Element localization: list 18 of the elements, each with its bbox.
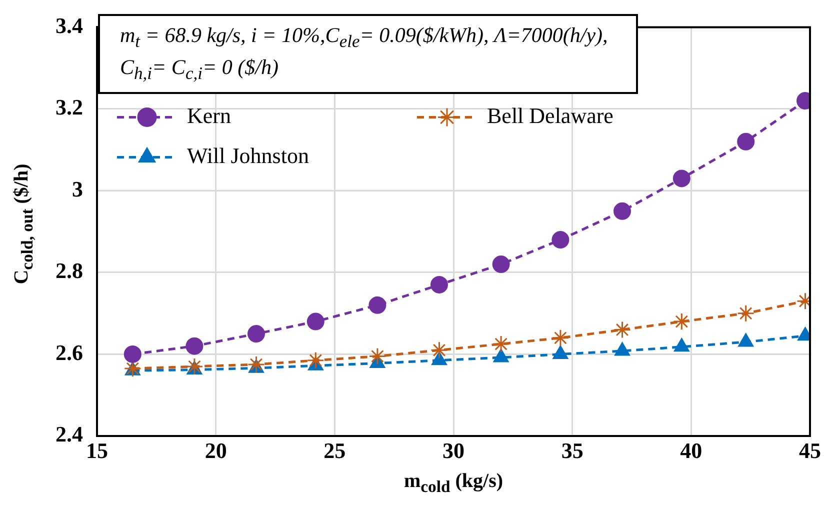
x-tick-label: 15 [86, 438, 108, 463]
x-tick-label: 40 [680, 438, 702, 463]
y-tick-label: 2.6 [56, 340, 83, 365]
x-axis-title: m$_{cold}$ (kg/s) [402, 470, 504, 497]
legend-label: Kern [187, 102, 231, 128]
y-tick-label: 3 [72, 176, 83, 202]
text: m$_{t}$ = 68.9 kg/s, i = 10%,C$_{ele}$= 0.09($/kWh), Λ=7000(h/y), C$_{h,i}$= C$_{c,i}$= 0 ($/h) [120, 23, 608, 84]
y-tick-label: 3.2 [56, 94, 83, 120]
x-tick-label: 45 [799, 438, 821, 463]
x-tick-label: 35 [561, 438, 584, 463]
x-tick-label: 30 [442, 438, 464, 463]
y-tick-label: 2.4 [56, 422, 83, 447]
legend-label: Bell Delaware [487, 102, 614, 128]
x-tick-label: 20 [204, 438, 227, 463]
y-tick-label: 3.4 [56, 12, 83, 38]
y-tick-label: 2.8 [56, 258, 83, 284]
x-tick-label: 25 [324, 438, 346, 463]
legend-label: Will Johnston [187, 142, 309, 168]
